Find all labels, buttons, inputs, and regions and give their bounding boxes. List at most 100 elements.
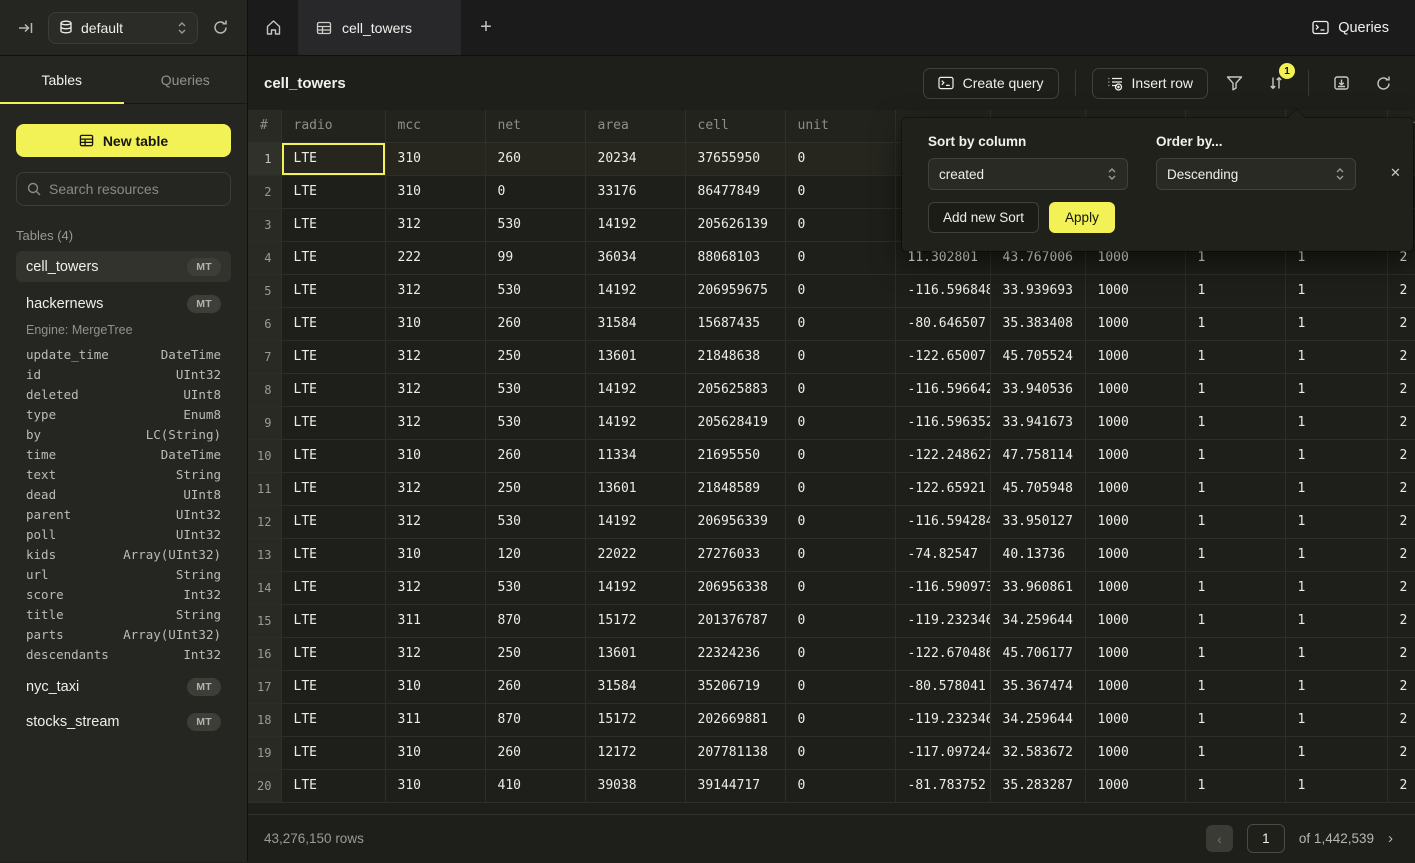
table-cell[interactable]: 202669881	[685, 703, 785, 736]
table-cell[interactable]: -119.232346	[895, 703, 990, 736]
table-cell[interactable]: 410	[485, 769, 585, 802]
table-cell[interactable]: 1	[1185, 637, 1285, 670]
table-cell[interactable]: 14192	[585, 406, 685, 439]
table-cell[interactable]: 0	[785, 472, 895, 505]
new-table-button[interactable]: New table	[16, 124, 231, 157]
table-cell[interactable]: 1	[1285, 472, 1387, 505]
apply-sort-button[interactable]: Apply	[1049, 202, 1115, 233]
table-cell[interactable]: 2	[1387, 604, 1415, 637]
table-cell[interactable]: 27276033	[685, 538, 785, 571]
table-cell[interactable]: -122.248627	[895, 439, 990, 472]
table-cell[interactable]: 1	[1285, 307, 1387, 340]
table-cell[interactable]: 47.758114	[990, 439, 1085, 472]
table-cell[interactable]: 2	[1387, 373, 1415, 406]
sidebar-tab-tables[interactable]: Tables	[0, 56, 124, 103]
table-cell[interactable]: 250	[485, 637, 585, 670]
table-cell[interactable]: 206956339	[685, 505, 785, 538]
table-cell[interactable]: 201376787	[685, 604, 785, 637]
table-cell[interactable]: 1000	[1085, 571, 1185, 604]
table-cell[interactable]: 2	[1387, 472, 1415, 505]
refresh-table-button[interactable]	[1367, 68, 1399, 98]
table-cell[interactable]: 14192	[585, 571, 685, 604]
sidebar-item-nyc-taxi[interactable]: nyc_taxi MT	[16, 671, 231, 702]
sort-order-select[interactable]: Descending	[1156, 158, 1356, 190]
table-cell[interactable]: 1	[1185, 274, 1285, 307]
table-cell[interactable]: 311	[385, 604, 485, 637]
table-cell[interactable]: 2	[1387, 439, 1415, 472]
table-cell[interactable]: 15172	[585, 703, 685, 736]
table-cell[interactable]: 530	[485, 274, 585, 307]
table-cell[interactable]: 312	[385, 340, 485, 373]
column-header[interactable]: net	[485, 110, 585, 142]
table-cell[interactable]: 310	[385, 670, 485, 703]
table-cell[interactable]: 32.583672	[990, 736, 1085, 769]
table-cell[interactable]: 260	[485, 736, 585, 769]
table-cell[interactable]: 1	[1185, 373, 1285, 406]
sort-column-select[interactable]: created	[928, 158, 1128, 190]
table-cell[interactable]: -80.646507	[895, 307, 990, 340]
table-cell[interactable]: 1	[1185, 472, 1285, 505]
table-cell[interactable]: LTE	[281, 373, 385, 406]
table-cell[interactable]: 1000	[1085, 703, 1185, 736]
table-cell[interactable]: 312	[385, 406, 485, 439]
table-cell[interactable]: 1	[1185, 340, 1285, 373]
table-cell[interactable]: 33.960861	[990, 571, 1085, 604]
table-cell[interactable]: LTE	[281, 670, 385, 703]
table-cell[interactable]: 45.705948	[990, 472, 1085, 505]
table-cell[interactable]: LTE	[281, 736, 385, 769]
table-cell[interactable]: 2	[1387, 538, 1415, 571]
table-cell[interactable]: 1	[1285, 670, 1387, 703]
table-cell[interactable]: 2	[1387, 406, 1415, 439]
table-cell[interactable]: 260	[485, 670, 585, 703]
add-new-sort-button[interactable]: Add new Sort	[928, 202, 1039, 233]
table-cell[interactable]: 0	[485, 175, 585, 208]
table-cell[interactable]: 1000	[1085, 472, 1185, 505]
insert-row-button[interactable]: Insert row	[1092, 68, 1208, 99]
table-cell[interactable]: 99	[485, 241, 585, 274]
table-cell[interactable]: 207781138	[685, 736, 785, 769]
table-cell[interactable]: 870	[485, 703, 585, 736]
table-cell[interactable]: 1	[1285, 373, 1387, 406]
table-cell[interactable]: 2	[1387, 340, 1415, 373]
remove-sort-button[interactable]: ✕	[1390, 165, 1401, 181]
table-cell[interactable]: 33.941673	[990, 406, 1085, 439]
table-cell[interactable]: 260	[485, 439, 585, 472]
table-cell[interactable]: 1000	[1085, 769, 1185, 802]
table-cell[interactable]: 0	[785, 307, 895, 340]
table-cell[interactable]: 1	[1185, 439, 1285, 472]
table-cell[interactable]: 13601	[585, 472, 685, 505]
table-cell[interactable]: 1000	[1085, 439, 1185, 472]
table-cell[interactable]: 88068103	[685, 241, 785, 274]
table-cell[interactable]: 35206719	[685, 670, 785, 703]
table-cell[interactable]: 310	[385, 142, 485, 175]
table-cell[interactable]: 1	[1285, 274, 1387, 307]
table-cell[interactable]: 0	[785, 736, 895, 769]
table-cell[interactable]: 1000	[1085, 373, 1185, 406]
column-header[interactable]: mcc	[385, 110, 485, 142]
table-cell[interactable]: 35.367474	[990, 670, 1085, 703]
table-cell[interactable]: 312	[385, 208, 485, 241]
table-cell[interactable]: 34.259644	[990, 703, 1085, 736]
table-cell[interactable]: 0	[785, 142, 895, 175]
table-cell[interactable]: 1	[1185, 307, 1285, 340]
table-cell[interactable]: 1000	[1085, 538, 1185, 571]
table-cell[interactable]: LTE	[281, 571, 385, 604]
table-cell[interactable]: LTE	[281, 538, 385, 571]
table-cell[interactable]: 0	[785, 340, 895, 373]
table-cell[interactable]: LTE	[281, 637, 385, 670]
table-cell[interactable]: 14192	[585, 373, 685, 406]
home-button[interactable]	[248, 0, 298, 55]
table-cell[interactable]: 2	[1387, 736, 1415, 769]
table-cell[interactable]: LTE	[281, 175, 385, 208]
database-select[interactable]: default	[48, 12, 198, 44]
table-cell[interactable]: 0	[785, 670, 895, 703]
sort-button[interactable]: 1	[1260, 68, 1292, 98]
table-cell[interactable]: 34.259644	[990, 604, 1085, 637]
sidebar-item-stocks-stream[interactable]: stocks_stream MT	[16, 706, 231, 737]
table-cell[interactable]: 0	[785, 406, 895, 439]
table-cell[interactable]: 0	[785, 208, 895, 241]
table-cell[interactable]: 1	[1285, 637, 1387, 670]
table-cell[interactable]: 39038	[585, 769, 685, 802]
table-cell[interactable]: 0	[785, 571, 895, 604]
table-cell[interactable]: 2	[1387, 670, 1415, 703]
